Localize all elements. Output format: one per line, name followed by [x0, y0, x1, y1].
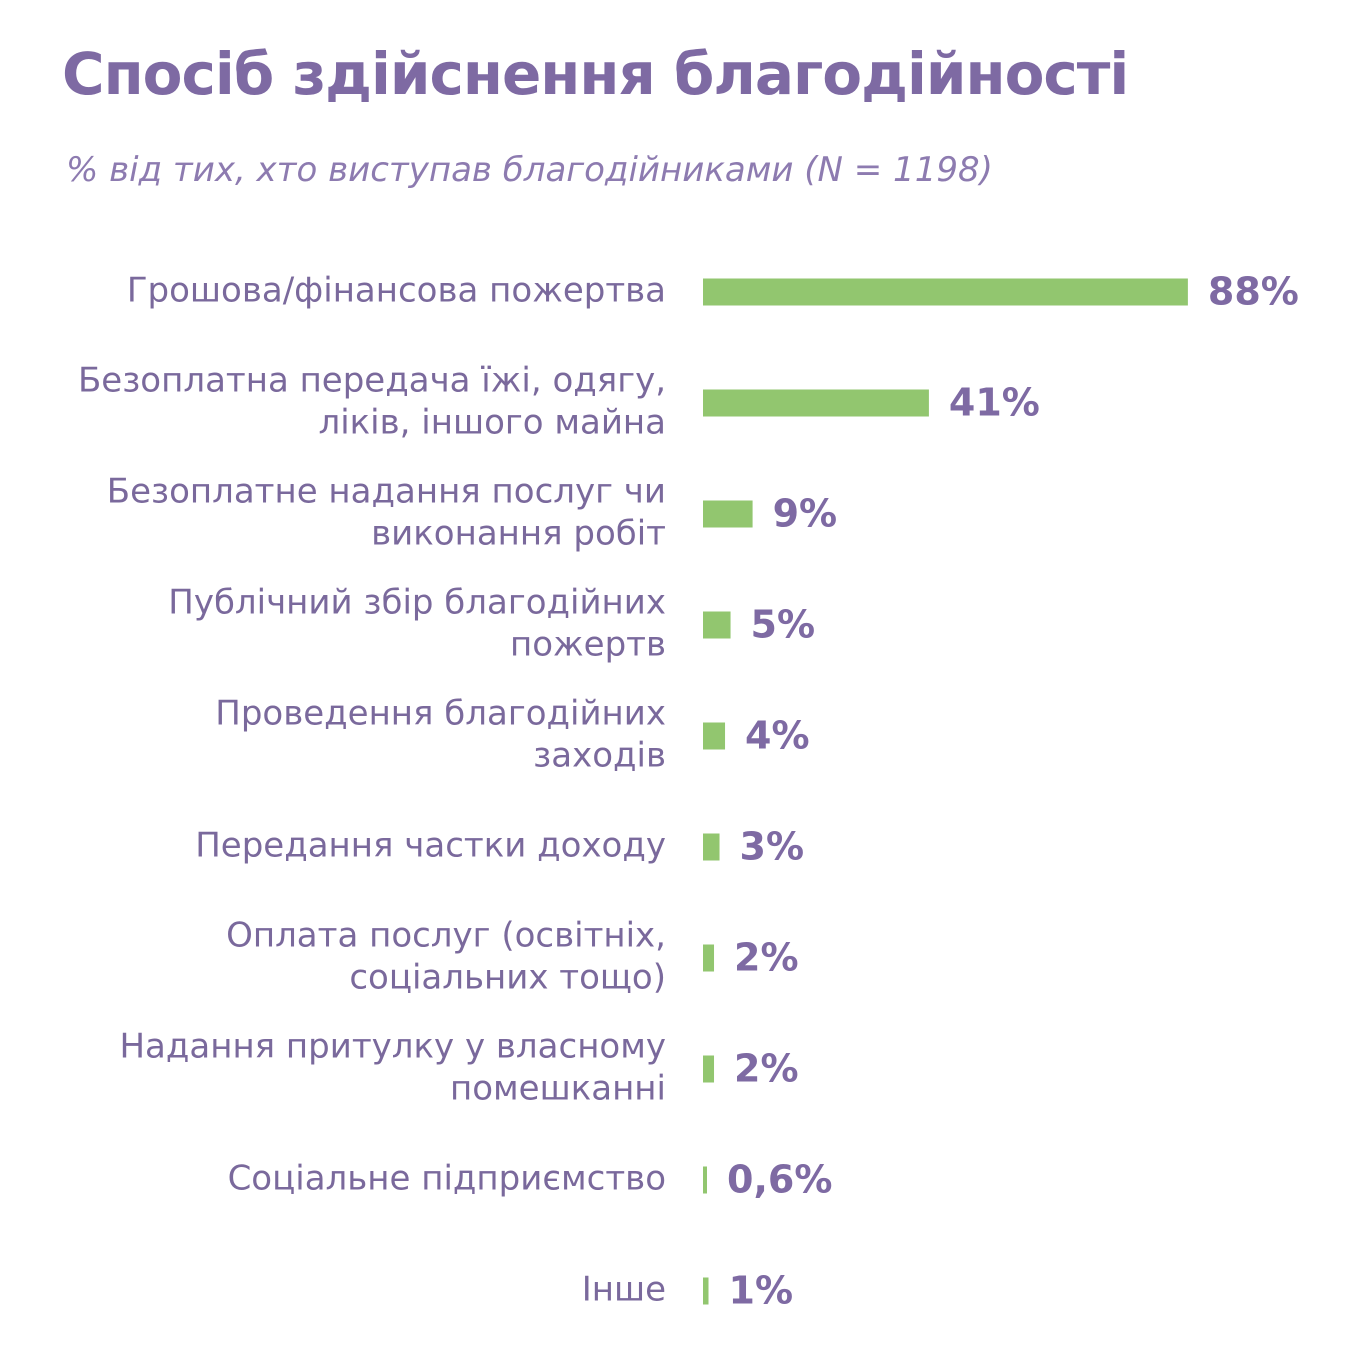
category-label: Грошова/фінансова пожертва — [127, 271, 666, 311]
value-label: 1% — [729, 1269, 794, 1313]
chart-title: Спосіб здійснення благодійності — [62, 40, 1129, 108]
category-label: Передання частки доходу — [195, 826, 666, 866]
value-label: 41% — [949, 381, 1040, 425]
value-label: 5% — [751, 603, 816, 647]
category-label: Безоплатне надання послуг чи виконання ро… — [107, 472, 666, 554]
bar — [703, 1277, 709, 1305]
category-label: Соціальне підприємство — [228, 1159, 666, 1199]
category-label: Публічний збір благодійних пожертв — [168, 583, 666, 665]
value-label: 2% — [734, 936, 799, 980]
bar — [703, 722, 726, 750]
bar — [703, 1055, 715, 1083]
category-label: Інше — [582, 1270, 666, 1310]
value-label: 9% — [773, 492, 838, 536]
category-label: Надання притулку у власному помешканні — [119, 1027, 666, 1109]
category-label: Безоплатна передача їжі, одягу, ліків, ін… — [78, 361, 666, 443]
bar — [703, 500, 753, 528]
bar — [703, 278, 1188, 306]
category-label: Оплата послуг (освітніх, соціальних тощо) — [226, 916, 666, 998]
chart-subtitle: % від тих, хто виступав благодійниками (… — [66, 150, 993, 190]
value-label: 0,6% — [727, 1158, 832, 1202]
bar — [703, 1166, 707, 1194]
value-label: 2% — [734, 1047, 799, 1091]
bar — [703, 833, 720, 861]
value-label: 4% — [745, 714, 810, 758]
value-label: 88% — [1208, 270, 1299, 314]
bar — [703, 389, 929, 417]
bar — [703, 944, 715, 972]
bar — [703, 611, 731, 639]
category-label: Проведення благодійних заходів — [215, 694, 666, 776]
value-label: 3% — [740, 825, 805, 869]
